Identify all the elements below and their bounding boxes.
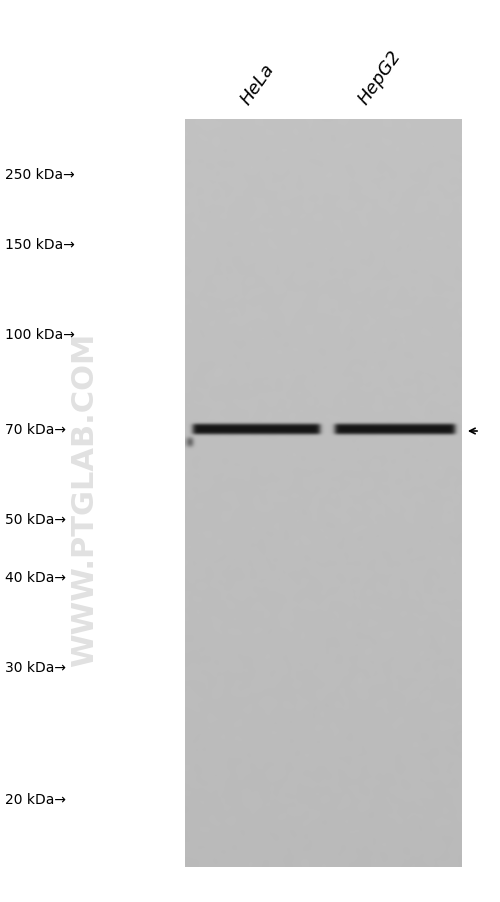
Text: 100 kDa→: 100 kDa→ — [5, 327, 75, 342]
Text: WWW.PTGLAB.COM: WWW.PTGLAB.COM — [70, 333, 100, 667]
Text: 70 kDa→: 70 kDa→ — [5, 422, 66, 437]
Text: HepG2: HepG2 — [355, 47, 405, 108]
Text: HeLa: HeLa — [238, 60, 279, 108]
Text: 50 kDa→: 50 kDa→ — [5, 512, 66, 527]
Text: 40 kDa→: 40 kDa→ — [5, 570, 66, 584]
Text: 30 kDa→: 30 kDa→ — [5, 660, 66, 675]
Text: 250 kDa→: 250 kDa→ — [5, 168, 75, 182]
Text: 150 kDa→: 150 kDa→ — [5, 238, 75, 252]
Text: 20 kDa→: 20 kDa→ — [5, 792, 66, 806]
